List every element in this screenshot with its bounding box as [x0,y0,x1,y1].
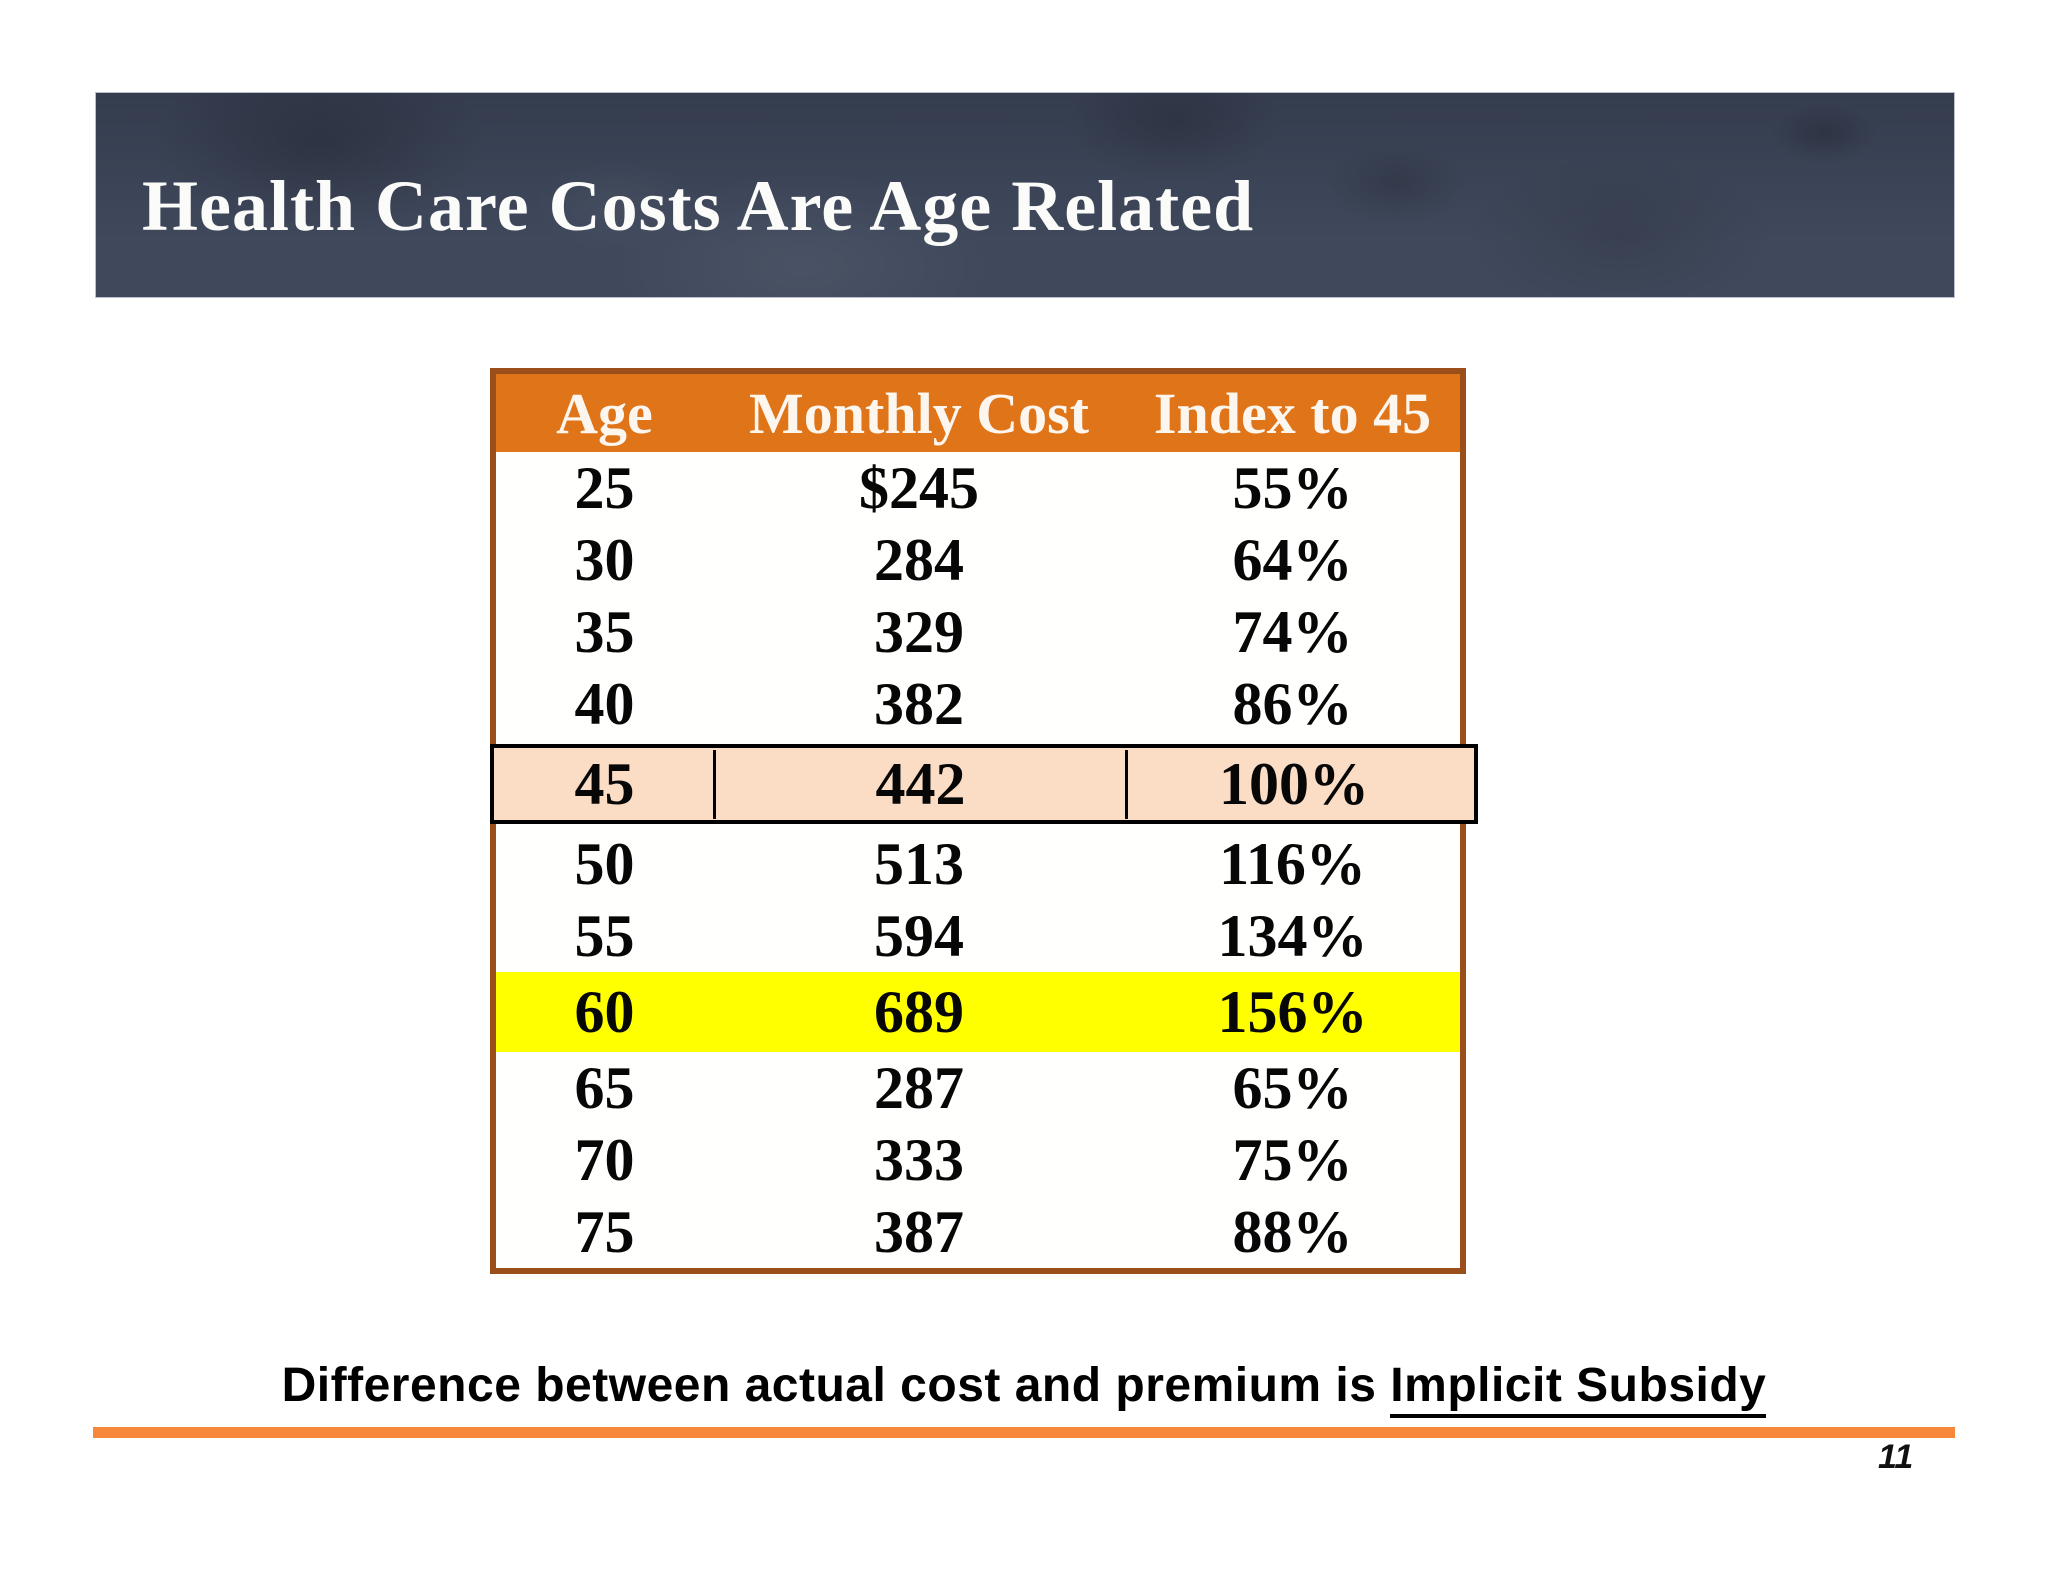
table-cell: 75 [574,1198,635,1265]
table-cell: 25 [574,454,635,521]
table-cell: 45 [574,750,635,817]
table-cell: 513 [874,830,964,897]
table-row-age-60: 60 689 156% [496,972,1460,1052]
table-cell: 88% [1232,1198,1353,1265]
table-cell: 594 [874,902,964,969]
table-cell: 30 [574,526,635,593]
table-cell: 86% [1232,670,1353,737]
table-cell: 40 [574,670,635,737]
table-header-age: Age [556,380,653,446]
table-row-age-30: 30 284 64% [496,524,1460,596]
table-cell: 382 [874,670,964,737]
table-row-age-50: 50 513 116% [496,828,1460,900]
table-row-age-70: 70 333 75% [496,1124,1460,1196]
title-banner: Health Care Costs Are Age Related [95,92,1955,298]
caption-text: Difference between actual cost and premi… [281,1359,1391,1412]
table-cell: 55% [1232,454,1353,521]
table-cell: 387 [874,1198,964,1265]
table-cell: 284 [874,526,964,593]
table-cell: 75% [1232,1126,1353,1193]
table-cell: 74% [1232,598,1353,665]
table-cell: 60 [574,978,635,1045]
table-row-age-45: 45 442 100% [490,744,1478,824]
table-cell: 100% [1125,749,1460,819]
slide-title: Health Care Costs Are Age Related [142,165,1255,246]
table-header-index-to-45: Index to 45 [1153,380,1432,446]
table-cell: 442 [713,749,1125,819]
table-row-age-35: 35 329 74% [496,596,1460,668]
table-cell: 116% [1219,830,1366,897]
caption: Difference between actual cost and premi… [0,1358,2048,1418]
table-cell: 329 [874,598,964,665]
table-row-age-75: 75 387 88% [496,1196,1460,1268]
table-cell: 65% [1232,1054,1353,1121]
table-cell: 55 [574,902,635,969]
cost-table: Age Monthly Cost Index to 45 25 $245 55% 30… [490,368,1478,1274]
table-cell: 64% [1232,526,1353,593]
footer-divider-line [93,1427,1955,1438]
table-cell: 333 [874,1126,964,1193]
table-header-monthly-cost: Monthly Cost [749,380,1089,446]
table-row-age-65: 65 287 65% [496,1052,1460,1124]
page-number: 11 [1878,1438,1914,1476]
table-header-row: Age Monthly Cost Index to 45 [496,374,1460,452]
caption-underlined-text: Implicit Subsidy [1390,1359,1767,1418]
table-cell: 35 [574,598,635,665]
table-cell: 65 [574,1054,635,1121]
table-cell: $245 [859,454,979,521]
table-row-age-25: 25 $245 55% [496,452,1460,524]
table-cell: 70 [574,1126,635,1193]
table-body: 25 $245 55% 30 284 64% 35 329 74% 40 382 86% 45 442 10… [490,452,1478,1268]
table-cell: 287 [874,1054,964,1121]
table-row-age-55: 55 594 134% [496,900,1460,972]
table-cell: 689 [874,978,964,1045]
table-row-age-40: 40 382 86% [496,668,1460,740]
table-cell: 50 [574,830,635,897]
table-cell: 156% [1217,978,1368,1045]
table-cell: 134% [1217,902,1368,969]
